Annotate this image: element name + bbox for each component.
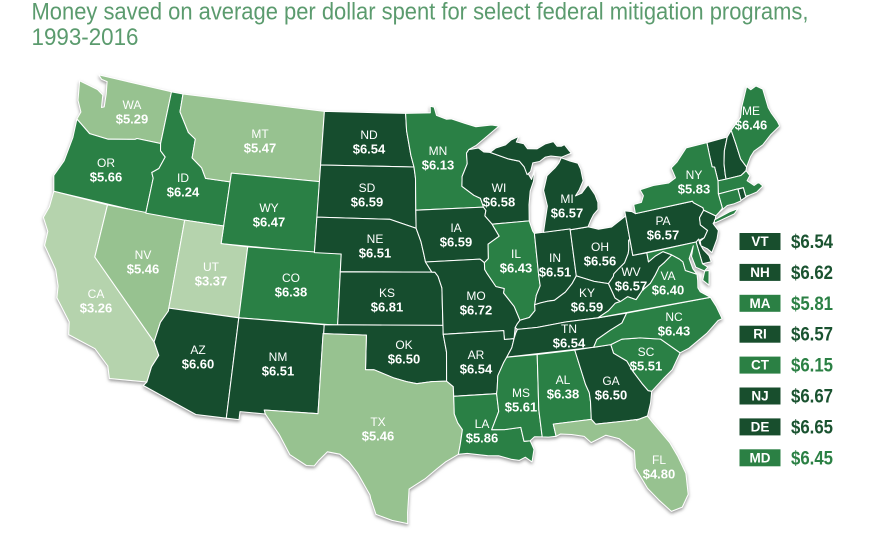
svg-text:MT: MT: [251, 127, 269, 141]
svg-text:$6.57: $6.57: [615, 279, 648, 294]
svg-text:$6.59: $6.59: [440, 235, 473, 250]
svg-text:$6.43: $6.43: [658, 324, 691, 339]
svg-text:WI: WI: [492, 181, 507, 195]
svg-text:MO: MO: [466, 289, 485, 303]
svg-text:$5.66: $5.66: [90, 170, 123, 185]
svg-text:OH: OH: [591, 240, 609, 254]
svg-text:$5.61: $5.61: [505, 400, 538, 415]
svg-text:ID: ID: [177, 171, 189, 185]
svg-text:NY: NY: [686, 168, 703, 182]
svg-text:$5.83: $5.83: [678, 182, 711, 197]
svg-text:$6.81: $6.81: [371, 300, 404, 315]
svg-text:$6.54: $6.54: [791, 232, 833, 253]
svg-text:$5.46: $5.46: [362, 429, 395, 444]
svg-text:$6.24: $6.24: [167, 185, 200, 200]
svg-text:$6.65: $6.65: [791, 417, 833, 438]
svg-text:WA: WA: [123, 98, 142, 112]
svg-text:$6.62: $6.62: [791, 263, 833, 284]
svg-text:$6.60: $6.60: [182, 357, 215, 372]
svg-text:NC: NC: [665, 310, 683, 324]
svg-text:$6.43: $6.43: [500, 261, 533, 276]
svg-text:$6.58: $6.58: [483, 195, 516, 210]
svg-text:WY: WY: [259, 201, 278, 215]
svg-text:IN: IN: [549, 251, 561, 265]
svg-text:IA: IA: [450, 221, 461, 235]
svg-text:NH: NH: [750, 265, 770, 280]
svg-text:1993-2016: 1993-2016: [32, 24, 139, 51]
svg-text:$5.86: $5.86: [466, 431, 499, 446]
svg-text:TX: TX: [370, 415, 385, 429]
svg-text:$6.13: $6.13: [422, 158, 455, 173]
svg-text:IL: IL: [511, 247, 521, 261]
svg-text:NM: NM: [269, 350, 288, 364]
svg-text:$6.38: $6.38: [547, 387, 580, 402]
svg-text:$3.37: $3.37: [195, 274, 228, 289]
svg-text:CT: CT: [751, 358, 770, 373]
svg-text:$6.59: $6.59: [351, 195, 384, 210]
svg-text:OK: OK: [395, 338, 412, 352]
svg-text:VA: VA: [660, 269, 675, 283]
svg-text:NE: NE: [367, 232, 384, 246]
svg-text:KS: KS: [379, 286, 395, 300]
svg-text:MN: MN: [429, 144, 448, 158]
svg-text:$6.51: $6.51: [262, 364, 295, 379]
svg-text:KY: KY: [579, 286, 595, 300]
svg-text:WV: WV: [621, 265, 640, 279]
svg-text:CO: CO: [282, 271, 300, 285]
svg-text:VT: VT: [751, 234, 769, 249]
svg-text:MD: MD: [750, 450, 771, 465]
svg-text:$6.54: $6.54: [460, 362, 493, 377]
svg-text:AZ: AZ: [190, 343, 205, 357]
svg-text:$5.46: $5.46: [127, 262, 160, 277]
svg-text:$6.57: $6.57: [647, 228, 680, 243]
svg-text:$6.57: $6.57: [551, 206, 584, 221]
svg-text:$6.15: $6.15: [791, 356, 833, 377]
svg-text:$4.80: $4.80: [643, 467, 676, 482]
svg-text:ND: ND: [360, 128, 378, 142]
svg-text:$6.40: $6.40: [652, 283, 685, 298]
svg-text:ME: ME: [742, 104, 760, 118]
svg-text:MI: MI: [560, 192, 573, 206]
svg-text:UT: UT: [203, 260, 220, 274]
svg-text:$3.26: $3.26: [80, 301, 113, 316]
svg-text:$6.57: $6.57: [791, 325, 833, 346]
svg-text:$6.46: $6.46: [735, 118, 768, 133]
svg-text:$5.47: $5.47: [244, 141, 277, 156]
svg-text:$6.51: $6.51: [359, 246, 392, 261]
svg-text:$5.81: $5.81: [791, 294, 833, 315]
svg-text:$6.47: $6.47: [253, 215, 286, 230]
svg-text:$6.56: $6.56: [584, 254, 617, 269]
svg-text:MS: MS: [512, 386, 530, 400]
svg-text:GA: GA: [602, 374, 619, 388]
svg-text:AR: AR: [468, 348, 485, 362]
svg-text:RI: RI: [753, 327, 767, 342]
svg-text:$6.59: $6.59: [571, 300, 604, 315]
svg-text:SC: SC: [638, 345, 655, 359]
svg-text:OR: OR: [97, 156, 115, 170]
svg-text:SD: SD: [359, 181, 376, 195]
svg-text:$6.50: $6.50: [388, 352, 421, 367]
svg-text:CA: CA: [88, 287, 105, 301]
svg-text:AL: AL: [556, 373, 571, 387]
svg-text:$5.29: $5.29: [116, 112, 149, 127]
svg-text:DE: DE: [751, 419, 770, 434]
svg-text:$5.51: $5.51: [630, 359, 663, 374]
svg-text:$6.38: $6.38: [275, 285, 308, 300]
svg-text:$6.50: $6.50: [595, 388, 628, 403]
svg-text:$6.72: $6.72: [460, 303, 493, 318]
svg-text:$6.54: $6.54: [353, 142, 386, 157]
svg-text:LA: LA: [475, 417, 490, 431]
svg-text:FL: FL: [652, 453, 666, 467]
svg-text:NJ: NJ: [751, 389, 768, 404]
svg-text:$6.51: $6.51: [539, 265, 572, 280]
svg-text:PA: PA: [655, 214, 670, 228]
svg-text:Money saved on average per dol: Money saved on average per dollar spent …: [32, 0, 809, 25]
svg-text:$6.54: $6.54: [553, 336, 586, 351]
svg-text:NV: NV: [135, 248, 152, 262]
svg-text:MA: MA: [750, 296, 771, 311]
svg-text:$6.45: $6.45: [791, 448, 833, 469]
svg-text:TN: TN: [561, 322, 577, 336]
svg-text:$6.67: $6.67: [791, 387, 833, 408]
